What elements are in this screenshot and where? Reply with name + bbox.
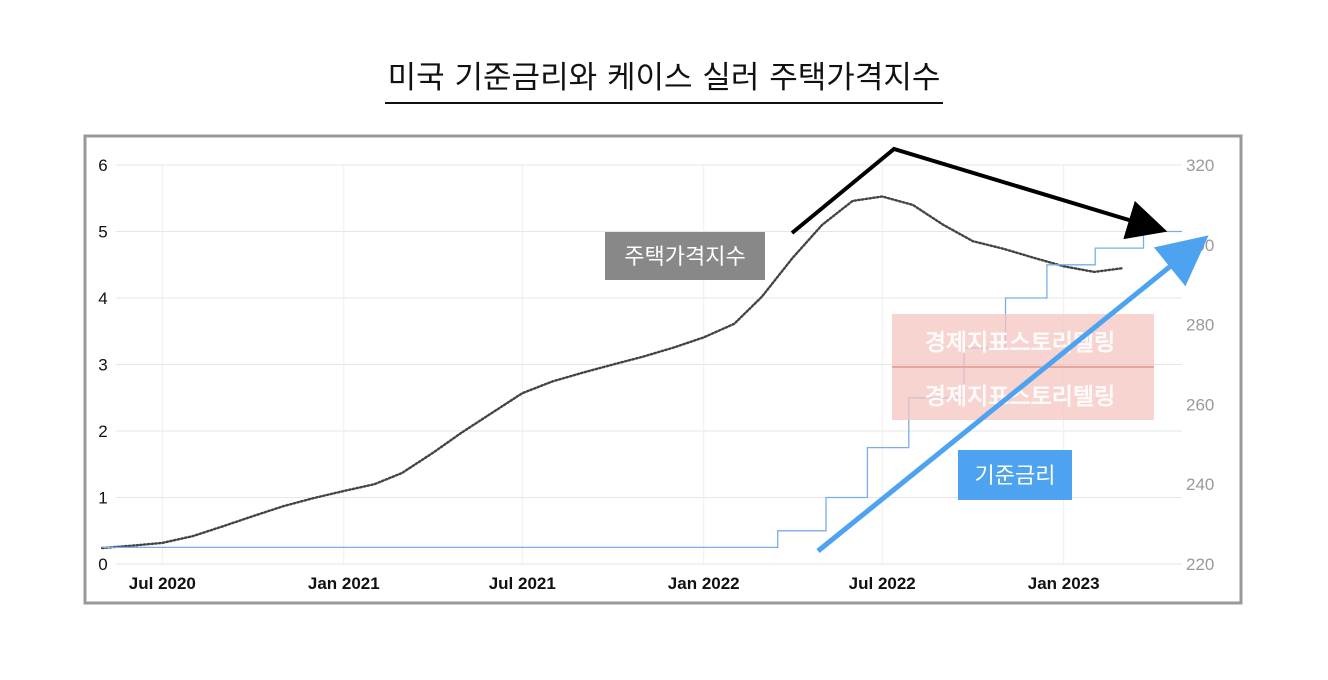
series-line-house-price-index [101, 195, 1123, 550]
house-price-trend-arrow [790, 146, 1168, 240]
x-tick-label: Jan 2021 [308, 574, 380, 593]
y-left-tick-label: 2 [98, 422, 107, 441]
grid [116, 164, 1182, 565]
y-left-tick-label: 3 [98, 356, 107, 375]
x-tick-label: Jan 2023 [1028, 574, 1100, 593]
y-right-tick-label: 240 [1186, 475, 1214, 494]
y-left-tick-label: 5 [98, 223, 107, 242]
house-price-label-text: 주택가격지수 [624, 245, 745, 270]
y-right-tick-label: 260 [1186, 395, 1214, 414]
rate-label-text: 기준금리 [975, 464, 1056, 489]
y-left-tick-label: 6 [98, 156, 107, 175]
x-tick-label: Jan 2022 [668, 574, 740, 593]
y-left-tick-label: 0 [98, 555, 107, 574]
y-left-tick-label: 4 [98, 289, 107, 308]
x-tick-label: Jul 2021 [489, 574, 556, 593]
x-tick-label: Jul 2020 [129, 574, 196, 593]
y-right-tick-label: 280 [1186, 316, 1214, 335]
y-axis-left: 0 1 2 3 4 5 6 [98, 156, 107, 574]
x-tick-label: Jul 2022 [849, 574, 916, 593]
rate-trend-arrow [816, 235, 1209, 553]
rate-label: 기준금리 [958, 450, 1072, 500]
y-right-tick-label: 320 [1186, 156, 1214, 175]
y-left-tick-label: 1 [98, 489, 107, 508]
chart-title: 미국 기준금리와 케이스 실러 주택가격지수 [0, 52, 1328, 104]
watermark: 경제지표스토리텔링 경제지표스토리텔링 [892, 314, 1154, 420]
y-right-tick-label: 220 [1186, 555, 1214, 574]
x-axis: Jul 2020 Jan 2021 Jul 2021 Jan 2022 Jul 2022… [129, 574, 1100, 593]
house-price-label: 주택가격지수 [605, 232, 765, 280]
